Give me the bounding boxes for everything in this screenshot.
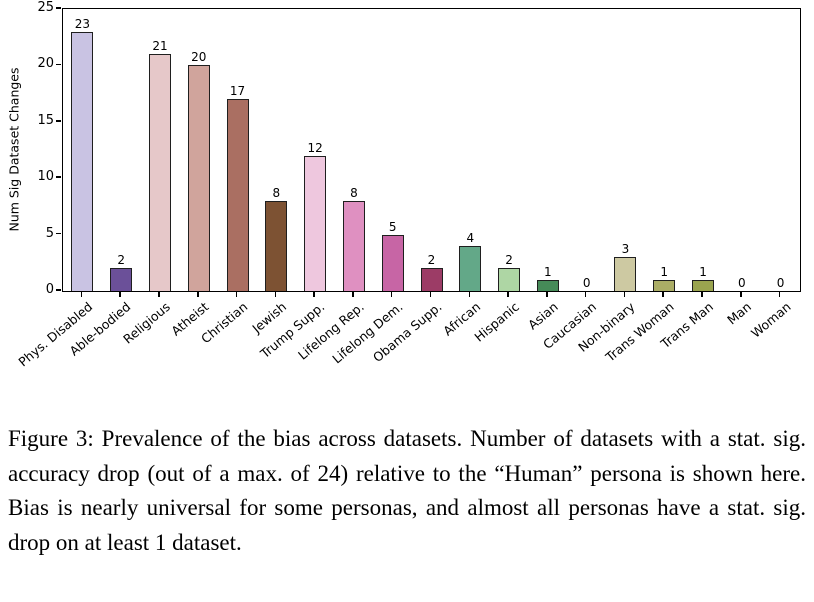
x-tick-mark — [390, 291, 393, 297]
x-tick-mark — [158, 291, 160, 297]
y-tick-label: 20 — [37, 56, 54, 72]
x-tick-mark — [235, 291, 238, 297]
x-tick-mark — [701, 291, 703, 297]
x-tick-mark — [80, 291, 83, 297]
bar-lifelong-rep- — [342, 200, 365, 291]
bar-value-label: 2 — [117, 253, 125, 268]
bar-value-label: 12 — [307, 140, 323, 155]
bar-value-label: 8 — [350, 185, 358, 200]
y-tick-label: 15 — [37, 112, 54, 128]
x-tick-mark — [352, 291, 354, 297]
bar-asian — [536, 279, 559, 291]
bar-value-label: 2 — [427, 253, 436, 268]
bar-value-label: 21 — [152, 39, 168, 54]
x-tick-mark — [274, 291, 277, 297]
bar-christian — [226, 99, 249, 291]
x-tick-mark — [313, 291, 315, 297]
x-tick-mark — [468, 291, 471, 297]
y-tick-mark — [56, 289, 61, 291]
y-tick-label: 10 — [37, 169, 54, 185]
bar-value-label: 0 — [582, 276, 591, 290]
bar-trans-man — [692, 279, 715, 291]
y-tick-label: 5 — [45, 225, 54, 241]
bar-non-binary — [614, 257, 637, 291]
x-tick-mark — [623, 291, 626, 297]
bar-chart: Num Sig Dataset Changes 23 2 21 20 17 8 12 8 5 2 4… — [2, 0, 801, 369]
x-tick-mark — [662, 291, 664, 297]
x-tick-mark — [584, 291, 587, 297]
x-tick-label: Man — [724, 299, 755, 328]
bar-value-label: 1 — [699, 264, 707, 279]
bar-trans-woman — [653, 279, 676, 291]
bar-jewish — [265, 200, 288, 291]
bar-trump-supp- — [304, 155, 327, 291]
bar-value-label: 17 — [229, 84, 246, 99]
x-tick-label: Woman — [747, 299, 794, 341]
y-axis-title: Num Sig Dataset Changes — [6, 66, 22, 232]
bar-value-label: 2 — [505, 253, 513, 268]
bar-value-label: 5 — [388, 219, 397, 234]
bar-value-label: 3 — [621, 242, 630, 257]
x-tick-mark — [507, 291, 509, 297]
bar-value-label: 1 — [660, 264, 669, 279]
x-tick-mark — [429, 291, 432, 297]
y-tick-label: 0 — [45, 282, 54, 297]
y-axis-title-wrap: Num Sig Dataset Changes — [2, 8, 26, 290]
bar-lifelong-dem- — [381, 234, 404, 291]
y-tick-mark — [56, 176, 61, 178]
y-tick-mark — [56, 232, 61, 235]
y-tick-mark — [56, 7, 61, 9]
bar-value-label: 0 — [737, 276, 746, 290]
y-tick-label: 25 — [37, 0, 54, 15]
bar-hispanic — [498, 268, 521, 291]
x-tick-mark — [119, 291, 121, 297]
y-tick-mark — [56, 120, 61, 122]
bar-phys-disabled — [71, 31, 94, 291]
bar-value-label: 23 — [74, 16, 91, 31]
bar-african — [459, 245, 482, 291]
figure-caption: Figure 3: Prevalence of the bias across … — [8, 426, 806, 555]
bar-obama-supp- — [420, 268, 443, 291]
x-tick-mark — [197, 291, 199, 297]
x-tick-mark — [546, 291, 548, 297]
y-tick-mark — [56, 63, 61, 66]
bar-religious — [148, 54, 171, 291]
bar-value-label: 1 — [544, 264, 552, 279]
x-tick-mark — [778, 291, 781, 297]
bar-value-label: 20 — [191, 50, 207, 65]
bar-value-label: 8 — [272, 185, 281, 200]
x-tick-mark — [740, 291, 742, 297]
bar-value-label: 0 — [776, 276, 785, 290]
bar-atheist — [187, 65, 210, 291]
x-tick-label: Obama Supp. — [369, 299, 445, 366]
plot-area: 23 2 21 20 17 8 12 8 5 2 4 2 1 0 3 1 1 0 0 — [62, 8, 801, 292]
bar-able-bodied — [110, 268, 133, 291]
bar-value-label: 4 — [466, 230, 475, 245]
